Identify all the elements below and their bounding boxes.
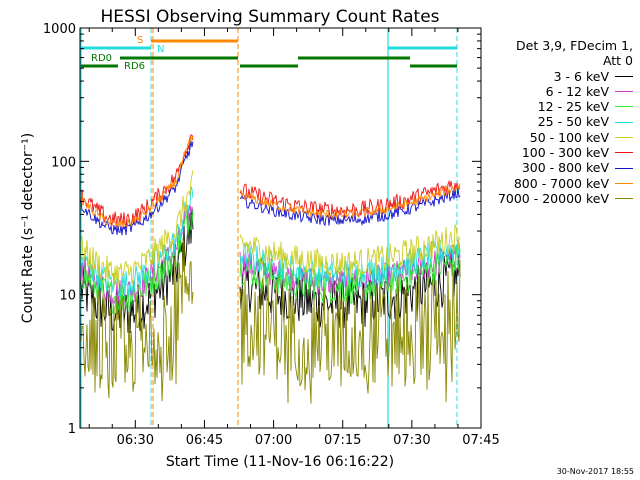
legend-label: 3 - 6 keV (553, 68, 609, 84)
legend-entry: 100 - 300 keV (485, 145, 633, 160)
legend-swatch (615, 167, 633, 169)
series-line-8 (239, 260, 461, 404)
series-line-7 (239, 183, 461, 220)
y-tick-label: 10 (59, 289, 76, 304)
legend-label: 100 - 300 keV (521, 145, 609, 161)
x-tick-label: 06:45 (186, 433, 223, 448)
y-tick-label: 1000 (43, 22, 76, 37)
legend-label: 12 - 25 keV (537, 99, 609, 115)
legend-label: 50 - 100 keV (529, 129, 609, 145)
x-axis-label: Start Time (11-Nov-16 06:16:22) (166, 454, 394, 470)
x-tick-label: 07:15 (324, 433, 361, 448)
series-line-6 (80, 140, 194, 236)
legend-header-line2: Att 0 (602, 53, 633, 69)
legend-label: 7000 - 20000 keV (497, 190, 609, 206)
legend: Det 3,9, FDecim 1, Att 0 3 - 6 keV 6 - 12… (485, 38, 633, 206)
series-line-3 (239, 239, 461, 288)
legend-label: 300 - 800 keV (521, 160, 609, 176)
y-tick-label: 100 (51, 155, 76, 170)
flag-label-rd0: RD0 (91, 53, 112, 64)
legend-label: 800 - 7000 keV (513, 175, 609, 191)
x-tick-label: 07:45 (462, 433, 499, 448)
chart-title: HESSI Observing Summary Count Rates (100, 7, 439, 27)
flag-label-s: S (137, 35, 143, 46)
legend-entry: 25 - 50 keV (485, 114, 633, 129)
status-flags: S N RD0 RD6 (80, 28, 458, 428)
footer-date: 30-Nov-2017 18:55 (556, 467, 634, 476)
x-tick-label: 06:30 (117, 433, 154, 448)
legend-swatch (615, 182, 633, 184)
series-line-8 (80, 237, 194, 402)
legend-entry: 800 - 7000 keV (485, 176, 633, 191)
legend-swatch (615, 198, 633, 200)
series-line-3 (80, 186, 194, 298)
legend-entry: 12 - 25 keV (485, 99, 633, 114)
legend-swatch (615, 152, 633, 154)
legend-swatch (615, 121, 633, 123)
plot-frame (79, 27, 482, 429)
legend-swatch (615, 91, 633, 93)
flag-label-n: N (157, 44, 164, 55)
series-lines (80, 134, 461, 404)
series-line-4 (239, 223, 461, 278)
legend-entry: 6 - 12 keV (485, 84, 633, 99)
x-tick-label: 07:30 (393, 433, 430, 448)
y-axis-label: Count Rate (s⁻¹ detector⁻¹) (20, 133, 36, 323)
legend-swatch (615, 75, 633, 77)
legend-swatch (615, 106, 633, 108)
series-line-6 (239, 187, 461, 227)
series-line-5 (80, 134, 194, 228)
legend-label: 25 - 50 keV (537, 114, 609, 130)
legend-entry: 7000 - 20000 keV (485, 191, 633, 206)
legend-entry: 50 - 100 keV (485, 130, 633, 145)
x-tick-label: 07:00 (255, 433, 292, 448)
legend-swatch (615, 136, 633, 138)
series-line-4 (80, 170, 194, 288)
series-line-7 (80, 135, 194, 228)
x-axis: 06:30 06:45 07:00 07:15 07:30 07:45 (88, 28, 500, 448)
legend-label: 6 - 12 keV (545, 83, 609, 99)
legend-entry: 300 - 800 keV (485, 160, 633, 175)
flag-label-rd6: RD6 (124, 61, 145, 72)
y-tick-label: 1 (68, 422, 76, 437)
legend-header-line1: Det 3,9, FDecim 1, (516, 38, 633, 53)
y-axis: 1 10 100 1000 (43, 22, 481, 437)
legend-entry: 3 - 6 keV (485, 69, 633, 84)
